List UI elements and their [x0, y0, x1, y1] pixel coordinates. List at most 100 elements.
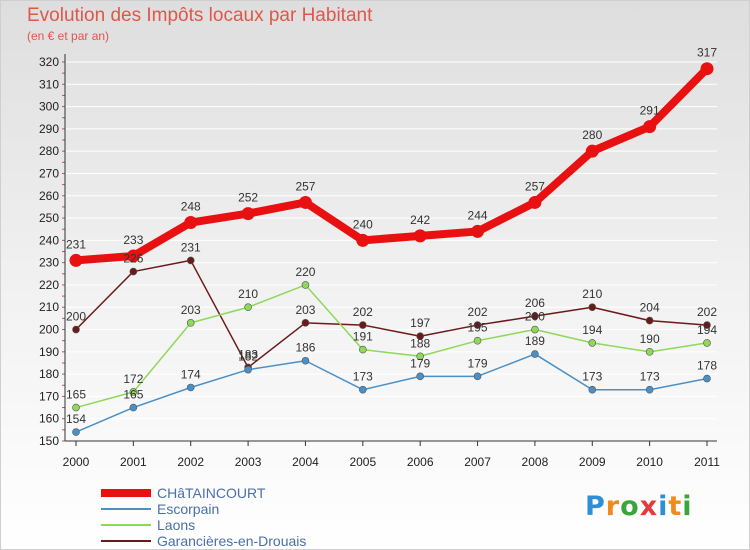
- data-label: 190: [640, 332, 660, 346]
- legend-swatch: [101, 540, 151, 542]
- series-line-0: [72, 64, 711, 265]
- data-label: 183: [238, 347, 258, 361]
- data-label: 197: [410, 316, 430, 330]
- data-label: 210: [582, 287, 602, 301]
- y-tick-label: 150: [39, 434, 59, 448]
- data-label: 280: [582, 128, 602, 142]
- data-point: [72, 403, 80, 412]
- data-point: [645, 385, 654, 394]
- data-point: [186, 383, 195, 392]
- y-tick-label: 190: [39, 345, 59, 359]
- data-point: [645, 316, 654, 325]
- x-tick-label: 2011: [694, 455, 720, 469]
- legend-swatch: [101, 508, 151, 510]
- logo-letter: P: [585, 491, 606, 522]
- y-tick-label: 240: [39, 233, 59, 247]
- data-point: [359, 385, 367, 394]
- data-point: [359, 345, 367, 354]
- data-point: [471, 224, 485, 238]
- x-tick-label: 2008: [522, 455, 549, 469]
- data-point: [703, 339, 711, 347]
- data-label: 291: [640, 104, 660, 118]
- data-point: [643, 120, 657, 134]
- data-label: 194: [697, 323, 717, 337]
- y-tick-label: 290: [39, 122, 59, 136]
- data-label: 317: [697, 46, 717, 60]
- data-label: 179: [468, 356, 488, 370]
- data-label: 179: [410, 356, 430, 370]
- data-label: 174: [181, 367, 201, 381]
- data-point: [416, 372, 424, 381]
- data-label: 204: [640, 301, 660, 315]
- data-point: [531, 325, 539, 334]
- data-label: 202: [697, 305, 717, 319]
- data-label: 178: [697, 359, 717, 373]
- data-label: 165: [123, 388, 143, 402]
- data-point: [241, 207, 255, 221]
- data-label: 188: [410, 336, 430, 350]
- legend-swatch: [101, 489, 151, 497]
- data-label: 203: [181, 303, 201, 317]
- data-label: 189: [525, 334, 545, 348]
- y-tick-label: 260: [39, 189, 59, 203]
- data-point: [473, 336, 482, 345]
- logo-letter: t: [668, 491, 683, 522]
- y-tick-label: 230: [39, 256, 59, 270]
- data-label: 172: [123, 372, 143, 386]
- data-point: [416, 352, 424, 361]
- x-tick-label: 2006: [407, 455, 434, 469]
- y-tick-label: 200: [39, 323, 59, 337]
- data-point: [703, 374, 711, 383]
- legend-item: Garancières-en-Drouais: [101, 533, 306, 549]
- data-point: [413, 229, 427, 243]
- y-tick-label: 320: [39, 55, 59, 69]
- y-tick-label: 310: [39, 77, 59, 91]
- data-point: [645, 348, 654, 356]
- data-label: 206: [525, 296, 545, 310]
- data-point: [473, 372, 482, 381]
- data-point: [416, 332, 424, 341]
- data-label: 191: [353, 330, 373, 344]
- data-label: 154: [66, 412, 86, 426]
- data-point: [298, 195, 312, 209]
- data-point: [69, 253, 83, 267]
- line-chart: 150 160 170 180 190 200 210 220 230 240 250 260 270 2…: [39, 46, 720, 469]
- data-label: 233: [123, 233, 143, 247]
- data-point: [184, 216, 198, 230]
- series-line-1: [75, 353, 708, 433]
- data-label: 244: [468, 208, 488, 222]
- y-tick-label: 180: [39, 367, 59, 381]
- data-point: [244, 365, 252, 374]
- data-point: [301, 319, 310, 327]
- data-point: [588, 385, 597, 394]
- legend: CHâTAINCOURT Escorpain Laons Garancières-en…: [101, 485, 306, 549]
- data-point: [588, 339, 597, 347]
- data-label: 231: [66, 237, 86, 251]
- data-point: [588, 303, 597, 312]
- data-label: 173: [353, 370, 373, 384]
- data-label: 242: [410, 213, 430, 227]
- data-label: 173: [582, 370, 602, 384]
- data-point: [703, 321, 711, 329]
- data-label: 248: [181, 200, 201, 214]
- logo-letter: o: [620, 491, 640, 522]
- data-label: 182: [238, 350, 258, 364]
- logo-letter: x: [639, 491, 659, 522]
- legend-label: Escorpain: [157, 501, 220, 517]
- data-point: [186, 319, 195, 327]
- logo-letter: r: [605, 491, 621, 522]
- data-label: 195: [468, 321, 488, 335]
- data-label: 173: [640, 370, 660, 384]
- y-tick-label: 300: [39, 100, 59, 114]
- x-tick-label: 2002: [177, 455, 204, 469]
- data-point: [359, 321, 367, 329]
- y-tick-label: 270: [39, 166, 59, 180]
- data-label: 231: [181, 240, 201, 254]
- data-point: [531, 312, 539, 320]
- data-point: [72, 325, 80, 334]
- data-label: 257: [295, 179, 315, 193]
- proxiti-logo: Proxiti: [585, 491, 693, 522]
- series-line-3: [75, 259, 708, 369]
- legend-item: Escorpain: [101, 501, 306, 517]
